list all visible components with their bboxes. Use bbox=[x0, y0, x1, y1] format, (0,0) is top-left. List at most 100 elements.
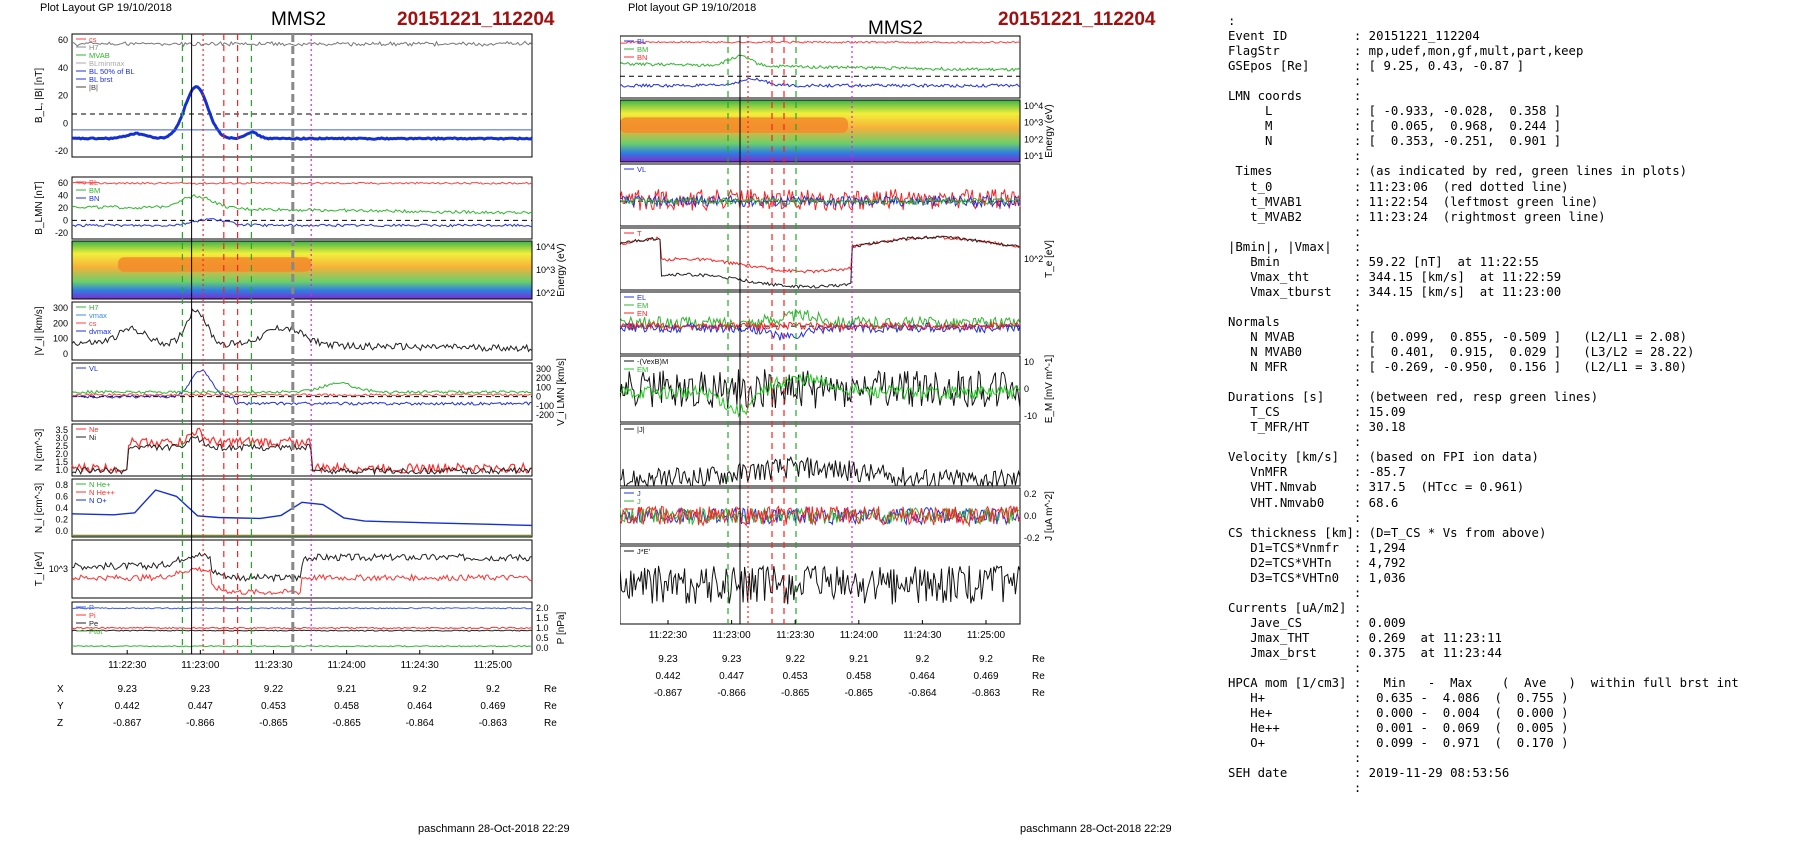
info-row: |Bmin|, |Vmax| : bbox=[1228, 240, 1739, 255]
y-tick-label: -10 bbox=[1024, 411, 1037, 421]
panel-9: 0.50.0-0.5J*E' [nW m^-3]J*E' bbox=[620, 546, 1020, 624]
pos-value: -0.864 bbox=[406, 718, 435, 728]
pos-value: 9.2 bbox=[413, 684, 427, 695]
y-tick-label: 20 bbox=[58, 203, 68, 213]
y-tick-label: 0 bbox=[63, 349, 68, 359]
info-value: : 11:23:24 (rightmost green line) bbox=[1354, 210, 1606, 224]
info-row: He+ : 0.000 - 0.004 ( 0.000 ) bbox=[1228, 706, 1739, 721]
info-value: : bbox=[1354, 300, 1361, 314]
trace-1 bbox=[72, 428, 532, 473]
y-tick-label: 0 bbox=[63, 216, 68, 226]
info-value: : 344.15 [km/s] at 11:22:59 bbox=[1354, 270, 1561, 284]
pos-value: -0.865 bbox=[332, 718, 361, 728]
info-key bbox=[1228, 225, 1354, 239]
pos-value: -0.867 bbox=[113, 718, 142, 728]
y-tick-label: 40 bbox=[58, 63, 68, 73]
trace-2 bbox=[620, 55, 1020, 71]
y-tick-label: 20 bbox=[58, 91, 68, 101]
pos-value: 0.464 bbox=[910, 671, 935, 682]
y-tick-label: 0.2 bbox=[55, 515, 68, 525]
info-row: t_MVAB2 : 11:23:24 (rightmost green line… bbox=[1228, 210, 1739, 225]
info-row: VnMFR : -85.7 bbox=[1228, 465, 1739, 480]
info-row: Vmax_tht : 344.15 [km/s] at 11:22:59 bbox=[1228, 270, 1739, 285]
legend-label: VL bbox=[89, 364, 98, 373]
y-axis-label: J [uA m^-2] bbox=[1044, 491, 1055, 541]
info-key: O+ bbox=[1228, 736, 1354, 750]
info-value: : [ 0.401, 0.915, 0.029 ] (L3/L2 = 28.22… bbox=[1354, 345, 1695, 359]
pos-value: 0.442 bbox=[115, 701, 140, 712]
info-row: N : [ 0.353, -0.251, 0.901 ] bbox=[1228, 134, 1739, 149]
info-value: : 344.15 [km/s] at 11:23:00 bbox=[1354, 285, 1561, 299]
y-axis-label: B_L, |B| [nT] bbox=[34, 68, 45, 123]
info-key: t_MVAB1 bbox=[1228, 195, 1354, 209]
trace-2 bbox=[72, 195, 532, 214]
x-tick-label: 11:25:00 bbox=[474, 660, 513, 671]
info-key: M bbox=[1228, 119, 1354, 133]
trace-1 bbox=[620, 41, 1020, 43]
info-row: : bbox=[1228, 586, 1739, 601]
info-key: VHT.Nmvab bbox=[1228, 480, 1354, 494]
y-tick-label: 0 bbox=[63, 118, 68, 128]
trace-1 bbox=[72, 370, 532, 405]
y-tick-label: 10^1 bbox=[1024, 151, 1043, 161]
panel-2: 10^410^310^210^1 Energy (eV) bbox=[620, 100, 1055, 162]
legend-label: T bbox=[637, 229, 642, 238]
y-tick-label: 0.2 bbox=[1024, 489, 1037, 499]
pos-value: 9.23 bbox=[722, 654, 742, 665]
info-value: : [ -0.269, -0.950, 0.156 ] (L2/L1 = 3.8… bbox=[1354, 360, 1687, 374]
legend-label: EN bbox=[637, 309, 647, 318]
panel-7: 0.80.60.40.20.0N_i [cm^-3] N He+N He++N O… bbox=[34, 479, 532, 537]
info-value: : 0.001 - 0.069 ( 0.005 ) bbox=[1354, 721, 1569, 735]
info-key: H+ bbox=[1228, 691, 1354, 705]
info-value: : bbox=[1354, 375, 1361, 389]
info-value: : 4,792 bbox=[1354, 556, 1406, 570]
pos-unit: Re bbox=[1032, 688, 1045, 699]
info-key: T_CS bbox=[1228, 405, 1354, 419]
x-tick-label: 11:22:30 bbox=[108, 660, 147, 671]
legend-label: BN bbox=[637, 53, 647, 62]
info-row: : bbox=[1228, 511, 1739, 526]
legend-label: BN bbox=[89, 194, 99, 203]
spectrogram-hot-band bbox=[118, 257, 311, 272]
info-row: L : [ -0.933, -0.028, 0.358 ] bbox=[1228, 104, 1739, 119]
info-row: FlagStr : mp,udef,mon,gf,mult,part,keep bbox=[1228, 44, 1739, 59]
middle-layout-label: Plot layout GP 19/10/2018 bbox=[628, 2, 756, 14]
trace-1 bbox=[620, 457, 1020, 486]
trace-3 bbox=[620, 78, 1020, 87]
pos-value: 9.22 bbox=[785, 654, 805, 665]
y-axis-label: Energy (eV) bbox=[1044, 104, 1055, 157]
y-tick-label: 60 bbox=[58, 35, 68, 45]
y-axis-label: N_i [cm^-3] bbox=[34, 483, 45, 533]
left-chart-stack: 6040200-20B_L, |B| [nT]csH7MVABBLminmaxB… bbox=[0, 28, 600, 728]
legend-label: J*E' bbox=[637, 547, 651, 556]
pos-value: 0.447 bbox=[719, 671, 744, 682]
y-tick-label: 10^3 bbox=[1024, 118, 1043, 128]
info-row: VHT.Nmvab0 : 68.6 bbox=[1228, 496, 1739, 511]
info-row: : bbox=[1228, 14, 1739, 29]
info-row: VHT.Nmvab : 317.5 (HTcc = 0.961) bbox=[1228, 480, 1739, 495]
info-value: : 11:23:06 (red dotted line) bbox=[1354, 180, 1569, 194]
info-row: Normals : bbox=[1228, 315, 1739, 330]
info-value: : 0.635 - 4.086 ( 0.755 ) bbox=[1354, 691, 1569, 705]
y-tick-label: 10^4 bbox=[536, 242, 555, 252]
x-tick-label: 11:24:30 bbox=[903, 630, 942, 641]
pos-value: 9.22 bbox=[264, 684, 284, 695]
info-row: : bbox=[1228, 375, 1739, 390]
y-axis-label: T_i [eV] bbox=[34, 552, 45, 587]
y-tick-label: 10 bbox=[1024, 357, 1034, 367]
info-key: Normals bbox=[1228, 315, 1354, 329]
info-key: Vmax_tburst bbox=[1228, 285, 1354, 299]
trace-2 bbox=[72, 87, 532, 140]
y-tick-label: 40 bbox=[58, 191, 68, 201]
info-value: : (as indicated by red, green lines in p… bbox=[1354, 164, 1687, 178]
info-key: GSEpos [Re] bbox=[1228, 59, 1354, 73]
info-row: : bbox=[1228, 661, 1739, 676]
trace-1 bbox=[72, 41, 532, 46]
y-tick-label: 0 bbox=[1024, 384, 1029, 394]
pos-row-label: X bbox=[57, 684, 64, 695]
info-row: Durations [s] : (between red, resp green… bbox=[1228, 390, 1739, 405]
info-key: T_MFR/HT bbox=[1228, 420, 1354, 434]
panel-7: 0.30.20.1|J| [uA m^-2]|J| bbox=[620, 424, 1020, 486]
y-tick-label: 0.4 bbox=[55, 503, 68, 513]
info-row: Times : (as indicated by red, green line… bbox=[1228, 164, 1739, 179]
